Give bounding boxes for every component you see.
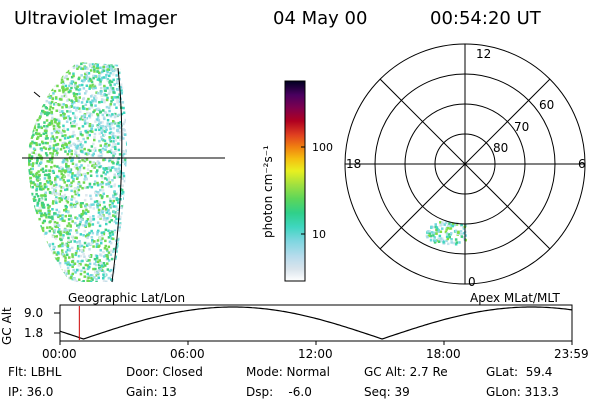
mlt-label-18: 18 xyxy=(346,157,362,171)
glon-info: GLon: 313.3 xyxy=(486,385,559,399)
mode-info: Mode: Normal xyxy=(246,365,330,379)
polar-plot xyxy=(344,43,586,285)
terminator-line xyxy=(111,67,123,283)
mlt-label-12: 12 xyxy=(476,47,492,61)
gc-alt-info: GC Alt: 2.7 Re xyxy=(364,365,448,379)
x-tick-0600: 06:00 xyxy=(170,347,205,361)
x-tick-0000: 00:00 xyxy=(42,347,77,361)
filter-info: Flt: LBHL xyxy=(8,365,62,379)
glat-info: GLat: 59.4 xyxy=(486,365,553,379)
date-label: 04 May 00 xyxy=(273,8,368,29)
y-tick-1-8: 1.8 xyxy=(24,326,44,340)
mlt-label-6: 6 xyxy=(578,157,586,171)
colorbar xyxy=(284,80,306,282)
dsp-info: Dsp: -6.0 xyxy=(246,385,312,399)
mlt-label-0: 0 xyxy=(468,275,476,289)
gain-info: Gain: 13 xyxy=(126,385,177,399)
tick-mark xyxy=(33,91,41,98)
seq-info: Seq: 39 xyxy=(364,385,410,399)
mlat-label-60: 60 xyxy=(539,98,555,112)
instrument-title: Ultraviolet Imager xyxy=(14,8,177,29)
mlat-label-80: 80 xyxy=(493,141,509,155)
timeline-ylabel: GC Alt xyxy=(0,307,14,345)
orbit-timeline xyxy=(54,304,573,345)
mlat-label-70: 70 xyxy=(514,120,530,134)
door-info: Door: Closed xyxy=(126,365,203,379)
polar-aurora xyxy=(425,221,467,246)
colorbar-tick-100: 100 xyxy=(312,141,333,154)
x-tick-2359: 23:59 xyxy=(554,347,589,361)
geographic-label: Geographic Lat/Lon xyxy=(68,291,186,305)
colorbar-unit-label: photon cm⁻²s⁻¹ xyxy=(261,145,275,238)
colorbar-tick-10: 10 xyxy=(312,228,326,241)
x-tick-1200: 12:00 xyxy=(298,347,333,361)
time-label: 00:54:20 UT xyxy=(430,8,541,29)
altitude-curve xyxy=(59,306,573,340)
apex-label: Apex MLat/MLT xyxy=(470,291,560,305)
x-tick-1800: 18:00 xyxy=(426,347,461,361)
y-tick-9: 9.0 xyxy=(24,306,44,320)
ip-info: IP: 36.0 xyxy=(8,385,54,399)
